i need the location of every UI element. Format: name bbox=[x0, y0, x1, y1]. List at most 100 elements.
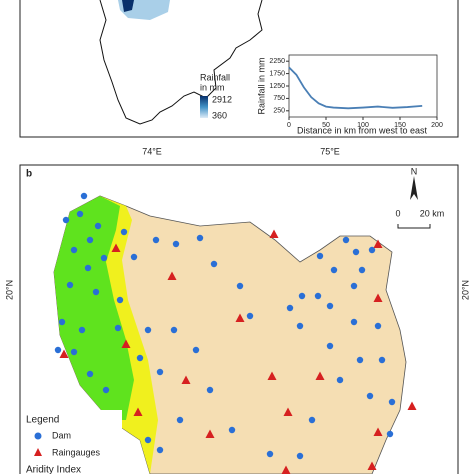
dam-marker bbox=[172, 240, 180, 248]
dam-marker bbox=[326, 342, 334, 350]
raingauge-marker bbox=[133, 407, 143, 416]
north-arrow bbox=[410, 176, 418, 200]
x-tick-label: 200 bbox=[431, 122, 443, 129]
y-tick-label: 750 bbox=[273, 95, 285, 102]
dam-marker bbox=[326, 302, 334, 310]
dam-marker bbox=[156, 368, 164, 376]
x-tick-label: 0 bbox=[287, 122, 291, 129]
legend-gauge-icon bbox=[34, 448, 42, 456]
inset-chart: Rainfall in mm Distance in km from west … bbox=[256, 54, 443, 135]
dam-marker bbox=[368, 246, 376, 254]
raingauge-marker bbox=[267, 371, 277, 380]
dam-marker bbox=[120, 228, 128, 236]
dam-marker bbox=[206, 386, 214, 394]
dam-marker bbox=[86, 370, 94, 378]
x-axis-title: Distance in km from west to east bbox=[297, 125, 428, 135]
colorbar-max: 2912 bbox=[212, 94, 232, 104]
lon-label: 74°E bbox=[142, 146, 162, 156]
raingauge-marker bbox=[407, 401, 417, 410]
dam-marker bbox=[236, 282, 244, 290]
dam-marker bbox=[352, 248, 360, 256]
raingauge-marker bbox=[281, 465, 291, 474]
colorbar bbox=[200, 96, 208, 118]
dam-marker bbox=[350, 318, 358, 326]
dam-marker bbox=[66, 281, 74, 289]
raingauge-marker bbox=[283, 407, 293, 416]
dam-marker bbox=[144, 436, 152, 444]
panel-b-frame bbox=[19, 164, 459, 474]
dam-marker bbox=[316, 252, 324, 260]
x-tick-label: 50 bbox=[322, 122, 330, 129]
dam-marker bbox=[176, 416, 184, 424]
dam-marker bbox=[170, 326, 178, 334]
map-markers bbox=[54, 192, 417, 474]
raingauge-marker bbox=[269, 229, 279, 238]
dam-marker bbox=[196, 234, 204, 242]
legend-label: Dam bbox=[52, 430, 71, 440]
dam-marker bbox=[144, 326, 152, 334]
dam-marker bbox=[246, 312, 254, 320]
panel-label: b bbox=[26, 169, 32, 180]
y-tick-label: 2250 bbox=[269, 58, 285, 65]
dam-marker bbox=[296, 322, 304, 330]
raingauge-marker bbox=[373, 239, 383, 248]
lat-label: 20°N bbox=[4, 280, 14, 300]
dam-marker bbox=[116, 296, 124, 304]
state-outline bbox=[99, 0, 263, 125]
raingauge-marker bbox=[167, 271, 177, 280]
dam-marker bbox=[386, 430, 394, 438]
dam-marker bbox=[330, 266, 338, 274]
dam-marker bbox=[210, 260, 218, 268]
raingauge-marker bbox=[235, 313, 245, 322]
dam-marker bbox=[54, 346, 62, 354]
dam-marker bbox=[58, 318, 66, 326]
dam-marker bbox=[84, 264, 92, 272]
dam-marker bbox=[228, 426, 236, 434]
lon-label: 75°E bbox=[320, 146, 340, 156]
dam-marker bbox=[136, 354, 144, 362]
dam-marker bbox=[156, 446, 164, 454]
raingauge-marker bbox=[111, 243, 121, 252]
scale-bar bbox=[397, 224, 431, 229]
dam-marker bbox=[70, 348, 78, 356]
dam-marker bbox=[350, 282, 358, 290]
legend-label: Raingauges bbox=[52, 447, 101, 457]
scale-label: 20 km bbox=[420, 208, 445, 218]
raingauge-marker bbox=[373, 427, 383, 436]
legend-title: Rainfall bbox=[200, 72, 230, 82]
dam-marker bbox=[76, 210, 84, 218]
scale-label: 0 bbox=[395, 208, 400, 218]
dam-marker bbox=[378, 356, 386, 364]
lat-label: 20°N bbox=[460, 280, 470, 300]
dam-marker bbox=[314, 292, 322, 300]
dam-marker bbox=[130, 253, 138, 261]
y-axis-title: Rainfall in mm bbox=[256, 57, 266, 114]
north-label: N bbox=[411, 166, 418, 176]
dam-marker bbox=[86, 236, 94, 244]
raingauge-marker bbox=[181, 375, 191, 384]
panel-a-frame bbox=[19, 0, 459, 138]
dam-marker bbox=[296, 452, 304, 460]
dam-marker bbox=[388, 398, 396, 406]
y-tick-label: 250 bbox=[273, 108, 285, 115]
dam-marker bbox=[308, 416, 316, 424]
x-tick-label: 150 bbox=[394, 122, 406, 129]
dam-marker bbox=[266, 450, 274, 458]
dam-marker bbox=[78, 326, 86, 334]
dam-marker bbox=[62, 216, 70, 224]
y-tick-label: 1750 bbox=[269, 70, 285, 77]
dam-marker bbox=[356, 356, 364, 364]
dam-marker bbox=[286, 304, 294, 312]
dam-marker bbox=[114, 324, 122, 332]
dam-marker bbox=[358, 266, 366, 274]
dam-marker bbox=[100, 254, 108, 262]
raingauge-marker bbox=[121, 339, 131, 348]
dam-marker bbox=[152, 236, 160, 244]
colorbar-min: 360 bbox=[212, 110, 227, 120]
dam-marker bbox=[298, 292, 306, 300]
line bbox=[288, 66, 423, 110]
dam-marker bbox=[70, 246, 78, 254]
legend-title: Legend bbox=[26, 415, 59, 426]
raingauge-marker bbox=[373, 293, 383, 302]
dam-marker bbox=[342, 236, 350, 244]
